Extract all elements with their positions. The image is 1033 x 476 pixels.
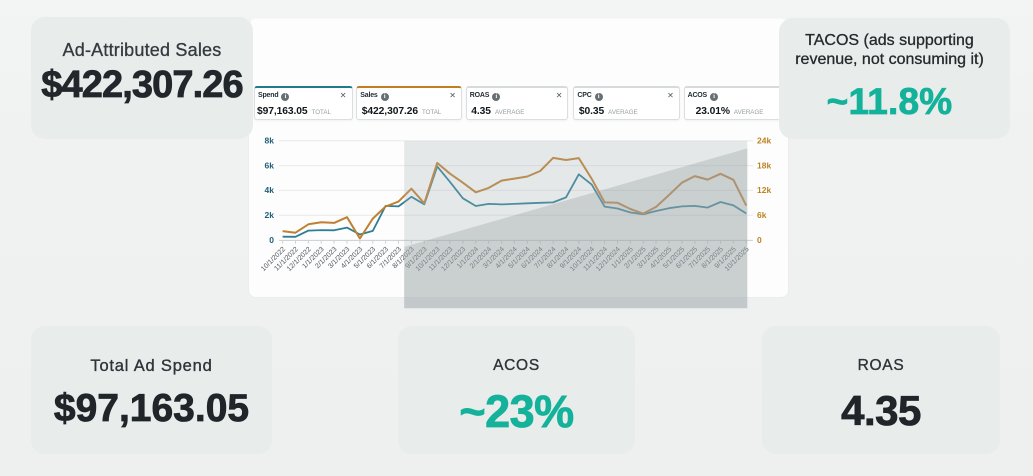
svg-text:8k: 8k: [265, 136, 275, 146]
svg-text:4k: 4k: [265, 185, 275, 195]
svg-text:2k: 2k: [265, 210, 275, 220]
svg-text:6k: 6k: [757, 210, 767, 220]
svg-text:12k: 12k: [757, 185, 771, 195]
svg-text:24k: 24k: [757, 136, 771, 146]
svg-text:18k: 18k: [757, 160, 771, 170]
svg-text:6k: 6k: [265, 160, 275, 170]
svg-text:0: 0: [269, 235, 274, 245]
svg-text:0: 0: [757, 235, 762, 245]
